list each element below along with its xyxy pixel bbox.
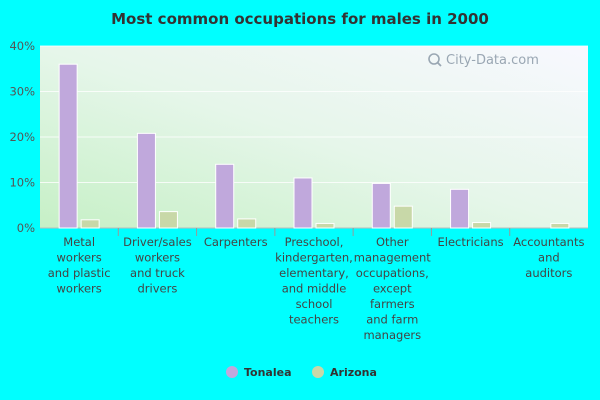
bars [58, 63, 570, 229]
legend-label-tonalea: Tonalea [244, 366, 292, 379]
bar-tonalea [293, 177, 313, 229]
search-icon [428, 53, 442, 67]
bar-arizona [237, 218, 257, 229]
grid-lines [40, 45, 588, 236]
x-axis-categories: Metal workers and plastic workersDriver/sal… [48, 235, 585, 342]
legend-label-arizona: Arizona [330, 366, 377, 379]
y-axis-ticks: 0% 10% 20% 30% 40% [9, 39, 35, 235]
watermark: City-Data.com [428, 53, 539, 68]
x-tick-label: Metal workers and plastic workers [48, 235, 111, 296]
bar-tonalea [58, 63, 78, 229]
y-tick-label: 10% [9, 176, 35, 190]
bar-arizona [158, 211, 178, 229]
x-tick-label: Electricians [438, 235, 504, 249]
bar-arizona [550, 222, 570, 229]
bar-tonalea [371, 182, 391, 229]
watermark-text: City-Data.com [446, 53, 539, 68]
bar-arizona [472, 222, 492, 229]
x-tick-label: Other management occupations, except farmers… [354, 235, 432, 342]
bar-arizona [315, 222, 335, 229]
legend: Tonalea Arizona [226, 366, 377, 379]
x-tick-label: Accountants and auditors [513, 235, 584, 280]
bar-arizona [393, 205, 413, 229]
y-tick-label: 30% [9, 85, 35, 99]
x-tick-label: Carpenters [204, 235, 268, 249]
y-tick-label: 20% [9, 130, 35, 144]
legend-marker-tonalea [226, 366, 238, 378]
bar-tonalea [450, 188, 470, 229]
legend-marker-arizona [312, 366, 324, 378]
bar-arizona [80, 219, 100, 229]
bar-tonalea [136, 132, 156, 229]
x-tick-label: Preschool, kindergarten, elementary, and mi… [275, 235, 353, 327]
y-tick-label: 0% [17, 221, 35, 235]
chart-title: Most common occupations for males in 200… [111, 10, 489, 28]
bar-tonalea [215, 163, 235, 229]
y-tick-label: 40% [9, 39, 35, 53]
x-tick-label: Driver/sales workers and truck drivers [123, 235, 192, 296]
